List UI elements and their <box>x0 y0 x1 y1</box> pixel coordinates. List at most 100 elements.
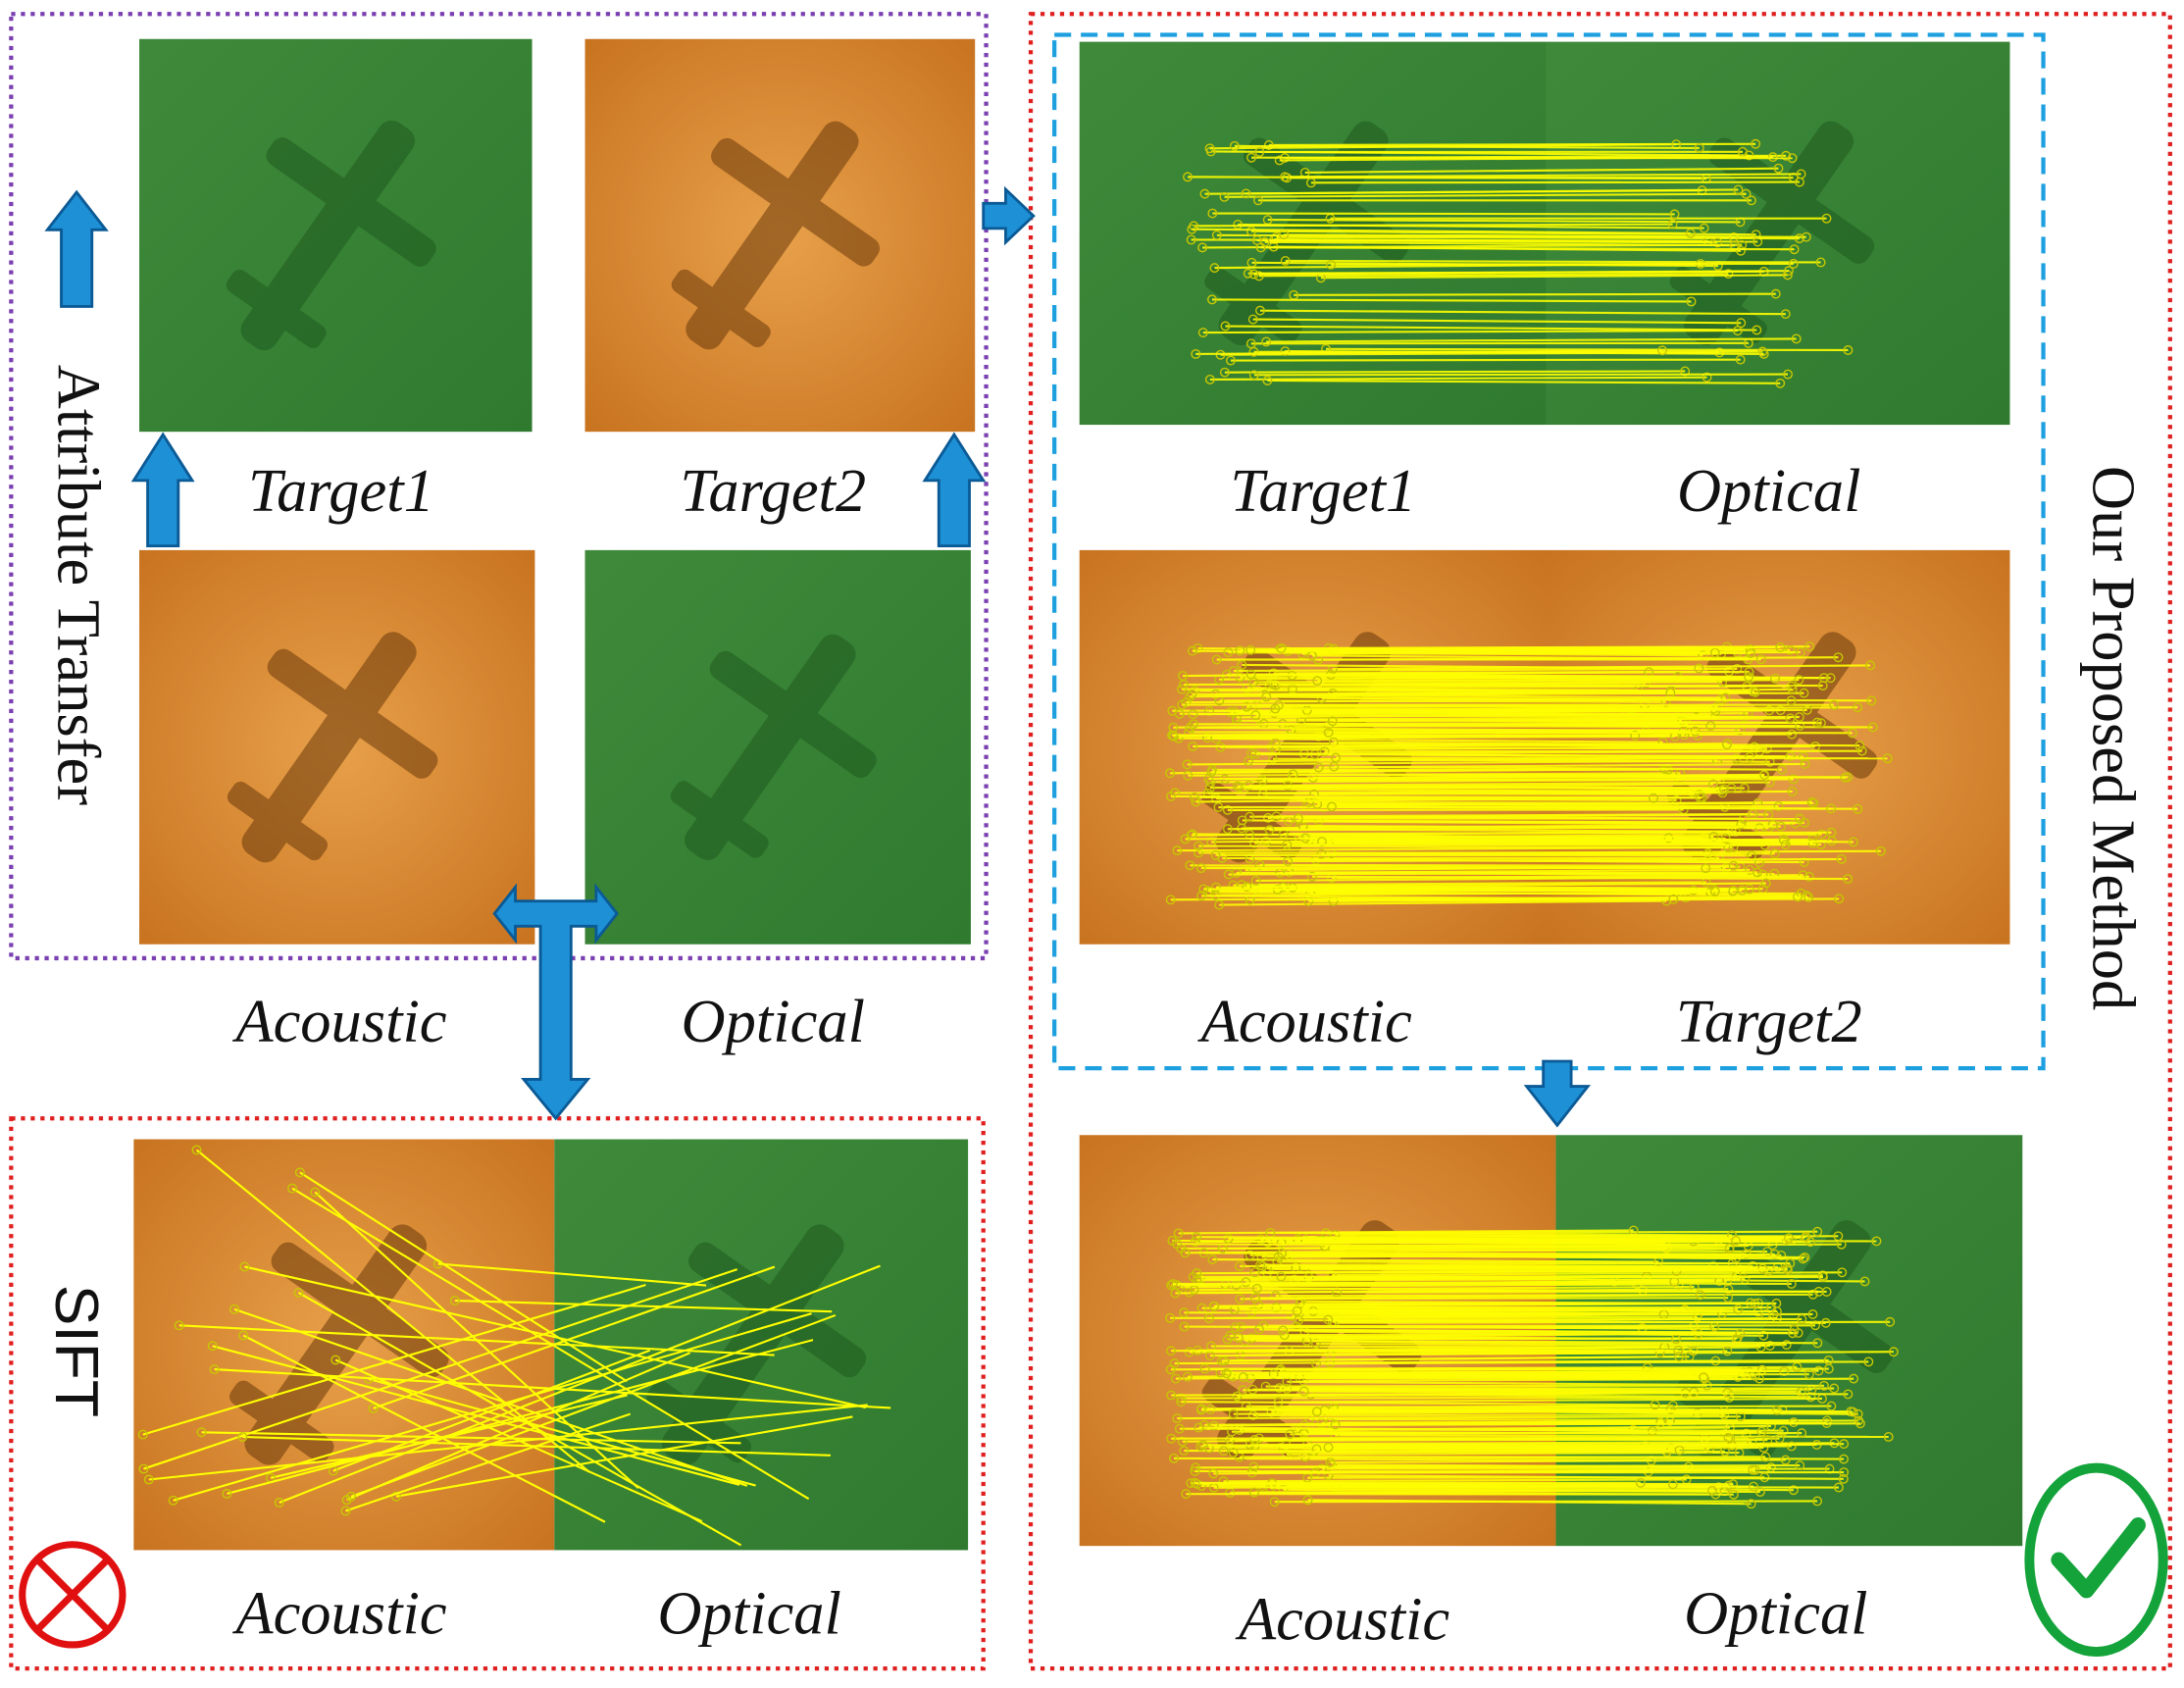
match-line <box>1246 882 1766 889</box>
keypoint <box>1179 1307 1190 1318</box>
match-line <box>1196 1278 1746 1282</box>
keypoint <box>1833 1482 1844 1493</box>
keypoint <box>1735 1328 1746 1339</box>
keypoint <box>1280 255 1291 266</box>
keypoint <box>1795 813 1805 824</box>
panel-label: Target2 <box>680 456 866 525</box>
keypoint <box>1758 1330 1769 1341</box>
match-line <box>173 1312 812 1502</box>
keypoint <box>1237 659 1247 670</box>
keypoint <box>1254 859 1265 870</box>
match-line <box>1193 723 1711 728</box>
wing <box>709 650 877 779</box>
keypoint <box>1211 230 1222 240</box>
match-line <box>1260 246 1795 251</box>
match-line <box>1284 233 1806 238</box>
match-line <box>1242 881 1706 887</box>
match-line <box>1171 1436 1729 1440</box>
match-line <box>1173 1280 1675 1286</box>
match-line <box>1285 259 1821 264</box>
keypoint <box>1785 1258 1796 1269</box>
keypoint <box>1794 177 1804 187</box>
keypoint <box>1254 146 1265 157</box>
keypoint <box>1250 876 1261 886</box>
keypoint <box>1245 226 1256 236</box>
pair-label: Acoustic <box>1235 1584 1449 1653</box>
keypoint <box>1255 305 1265 316</box>
match-line <box>1284 1332 1741 1337</box>
keypoint <box>1654 1348 1665 1358</box>
match-line <box>1296 1307 1739 1312</box>
keypoint <box>1820 1317 1831 1328</box>
match-line <box>1303 1377 1854 1382</box>
keypoint <box>1657 345 1668 356</box>
keypoint <box>1780 840 1791 850</box>
keypoint <box>1752 867 1762 878</box>
match-line <box>1190 726 1684 733</box>
keypoint <box>1833 652 1844 663</box>
keypoint <box>1825 673 1836 684</box>
keypoint <box>1788 258 1799 269</box>
match-line <box>1285 173 1802 179</box>
keypoint <box>174 1320 184 1331</box>
keypoint <box>1882 753 1893 764</box>
match-line <box>1310 180 1800 184</box>
keypoint <box>1199 188 1210 199</box>
keypoint <box>1204 374 1215 384</box>
keypoint <box>1219 191 1230 202</box>
keypoint <box>1801 231 1811 242</box>
keypoint <box>1270 1291 1281 1302</box>
keypoint <box>1203 1313 1214 1323</box>
match-line <box>1255 714 1800 719</box>
keypoint <box>1797 1313 1807 1324</box>
match-line <box>1288 857 1842 863</box>
match-line <box>1204 1367 1762 1371</box>
match-line <box>1330 1458 1786 1464</box>
match-line <box>1278 1397 1823 1404</box>
match-line <box>1184 1311 1722 1315</box>
keypoint <box>1246 748 1257 758</box>
keypoint <box>1225 355 1236 366</box>
keypoint <box>1245 338 1256 349</box>
keypoint <box>1198 884 1209 895</box>
keypoint <box>1785 713 1796 724</box>
keypoint <box>1749 1481 1759 1492</box>
match-line <box>1326 347 1849 352</box>
keypoint <box>1801 1231 1811 1242</box>
match-line <box>1295 1266 1763 1270</box>
match-line <box>1283 831 1832 836</box>
keypoint <box>1712 237 1723 248</box>
pair-label: Acoustic <box>1197 987 1412 1055</box>
proposed-title: Our Proposed Method <box>2080 466 2149 1010</box>
keypoint <box>1771 1298 1782 1308</box>
attribute-frame <box>9 12 989 961</box>
keypoint <box>1192 1232 1202 1243</box>
keypoint <box>1775 821 1786 832</box>
match-line <box>1223 1478 1687 1483</box>
keypoint <box>1197 242 1208 253</box>
keypoint <box>1188 709 1198 720</box>
keypoint <box>1751 230 1761 240</box>
keypoint <box>1309 789 1319 799</box>
keypoint <box>1257 775 1268 786</box>
keypoint <box>1709 886 1720 896</box>
keypoint <box>1744 672 1754 682</box>
keypoint <box>1736 245 1747 256</box>
keypoint <box>1746 648 1756 658</box>
keypoint <box>1773 801 1784 812</box>
match-line <box>1178 1229 1634 1235</box>
keypoint <box>1724 1243 1735 1253</box>
keypoint <box>1826 1401 1837 1411</box>
attribute-title: Attribute Transfer <box>45 365 114 806</box>
keypoint <box>1165 895 1176 905</box>
keypoint <box>1245 644 1256 655</box>
keypoint <box>1248 269 1259 280</box>
keypoint <box>1788 774 1799 785</box>
match-line <box>1228 871 1758 876</box>
keypoint <box>1764 1341 1775 1351</box>
match-line <box>1203 888 1715 893</box>
keypoint <box>1230 1322 1241 1333</box>
keypoint <box>1165 1364 1176 1375</box>
keypoint <box>1834 894 1845 904</box>
match-line <box>1316 1358 1829 1365</box>
